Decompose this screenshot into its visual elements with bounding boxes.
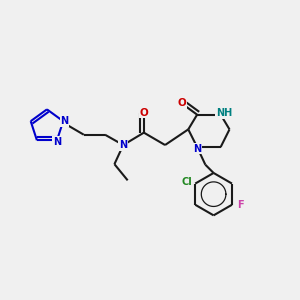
Text: N: N [119, 140, 127, 150]
Text: N: N [61, 116, 69, 126]
Text: F: F [237, 200, 244, 210]
Text: Cl: Cl [181, 177, 192, 187]
Text: N: N [193, 143, 201, 154]
Text: O: O [177, 98, 186, 109]
Text: O: O [140, 108, 148, 118]
Text: N: N [53, 137, 61, 147]
Text: NH: NH [216, 108, 232, 118]
